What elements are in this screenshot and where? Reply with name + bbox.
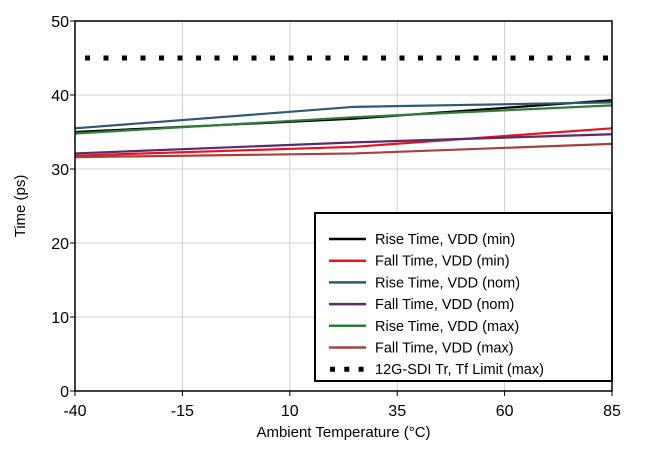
legend-label-6: Fall Time, VDD (max): [375, 341, 514, 357]
x-tick-label: 10: [281, 403, 299, 420]
series-line-1: [74, 99, 613, 134]
y-tick-label: 40: [51, 88, 69, 105]
x-tick-label: -40: [63, 403, 86, 420]
series-line-4: [74, 133, 613, 155]
legend-label-3: Rise Time, VDD (nom): [375, 275, 520, 291]
legend-box: [314, 212, 613, 382]
legend-label-4: Fall Time, VDD (nom): [375, 297, 514, 313]
y-tick-label: 0: [60, 384, 69, 401]
legend-label-5: Rise Time, VDD (max): [375, 319, 519, 335]
series-lines: [74, 55, 613, 159]
legend-label-2: Fall Time, VDD (min): [375, 254, 510, 270]
series-line-6: [74, 142, 613, 159]
x-tick-label: 85: [603, 403, 621, 420]
series-line-5: [74, 104, 613, 135]
y-tick-label: 50: [51, 14, 69, 31]
y-tick-label: 10: [51, 310, 69, 327]
plot-frame: [74, 20, 613, 392]
x-tick-label: -15: [171, 403, 194, 420]
x-axis-title: Ambient Temperature (°C): [256, 424, 430, 441]
legend-label-1: Rise Time, VDD (min): [375, 232, 515, 248]
series-line-3: [74, 101, 613, 130]
y-tick-label: 20: [51, 236, 69, 253]
tick-labels: -40 -15 10 35 60 85 0 10 20 30 40 50: [51, 14, 621, 420]
x-tick-label: 60: [496, 403, 514, 420]
legend: Rise Time, VDD (min) Fall Time, VDD (min)…: [314, 212, 613, 382]
series-line-2: [74, 127, 613, 157]
y-tick-label: 30: [51, 162, 69, 179]
x-tick-label: 35: [388, 403, 406, 420]
y-axis-title: Time (ps): [12, 175, 29, 238]
legend-label-7: 12G-SDI Tr, Tf Limit (max): [375, 362, 544, 378]
